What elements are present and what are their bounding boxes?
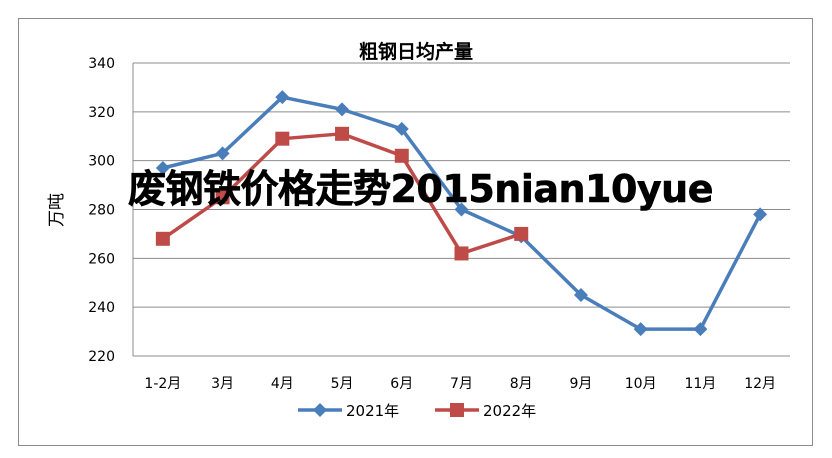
data-point-marker [450,403,464,417]
data-point-marker [215,146,230,161]
data-point-marker [215,190,230,205]
x-tick-label: 10月 [625,376,657,392]
data-point-marker [633,322,648,337]
data-point-marker [275,131,290,146]
overlay-watermark-text: 废钢铁价格走势2015nian10yue [128,167,714,211]
x-tick-label: 5月 [331,376,354,392]
data-point-marker [573,287,588,302]
x-tick-label: 6月 [390,376,413,392]
data-point-marker [335,126,350,141]
y-tick-label: 300 [88,154,115,170]
x-tick-label: 8月 [510,376,533,392]
data-point-marker [514,226,529,241]
x-tick-label: 7月 [450,376,473,392]
y-tick-label: 240 [88,300,115,316]
data-point-marker [454,202,469,217]
y-tick-label: 340 [88,56,115,72]
data-point-marker [753,207,768,222]
y-tick-label: 220 [88,349,115,365]
legend-label: 2022年 [483,402,536,420]
data-point-marker [394,121,409,136]
data-point-marker [155,160,170,175]
x-tick-label: 12月 [744,376,776,392]
x-tick-label: 9月 [569,376,592,392]
chart-border [18,18,813,446]
legend-label: 2021年 [346,402,399,420]
data-point-marker [155,231,170,246]
x-tick-label: 1-2月 [144,376,181,392]
x-tick-label: 4月 [271,376,294,392]
data-point-marker [693,322,708,337]
data-point-marker [313,403,327,417]
x-tick-label: 11月 [684,376,716,392]
y-tick-label: 280 [88,203,115,219]
data-point-marker [275,90,290,105]
data-point-marker [335,102,350,117]
y-axis-label: 万吨 [47,193,67,227]
data-point-marker [394,148,409,163]
y-tick-label: 320 [88,105,115,121]
data-point-marker [454,246,469,261]
x-tick-label: 3月 [211,376,234,392]
y-tick-label: 260 [88,251,115,267]
chart-title: 粗钢日均产量 [359,40,473,63]
